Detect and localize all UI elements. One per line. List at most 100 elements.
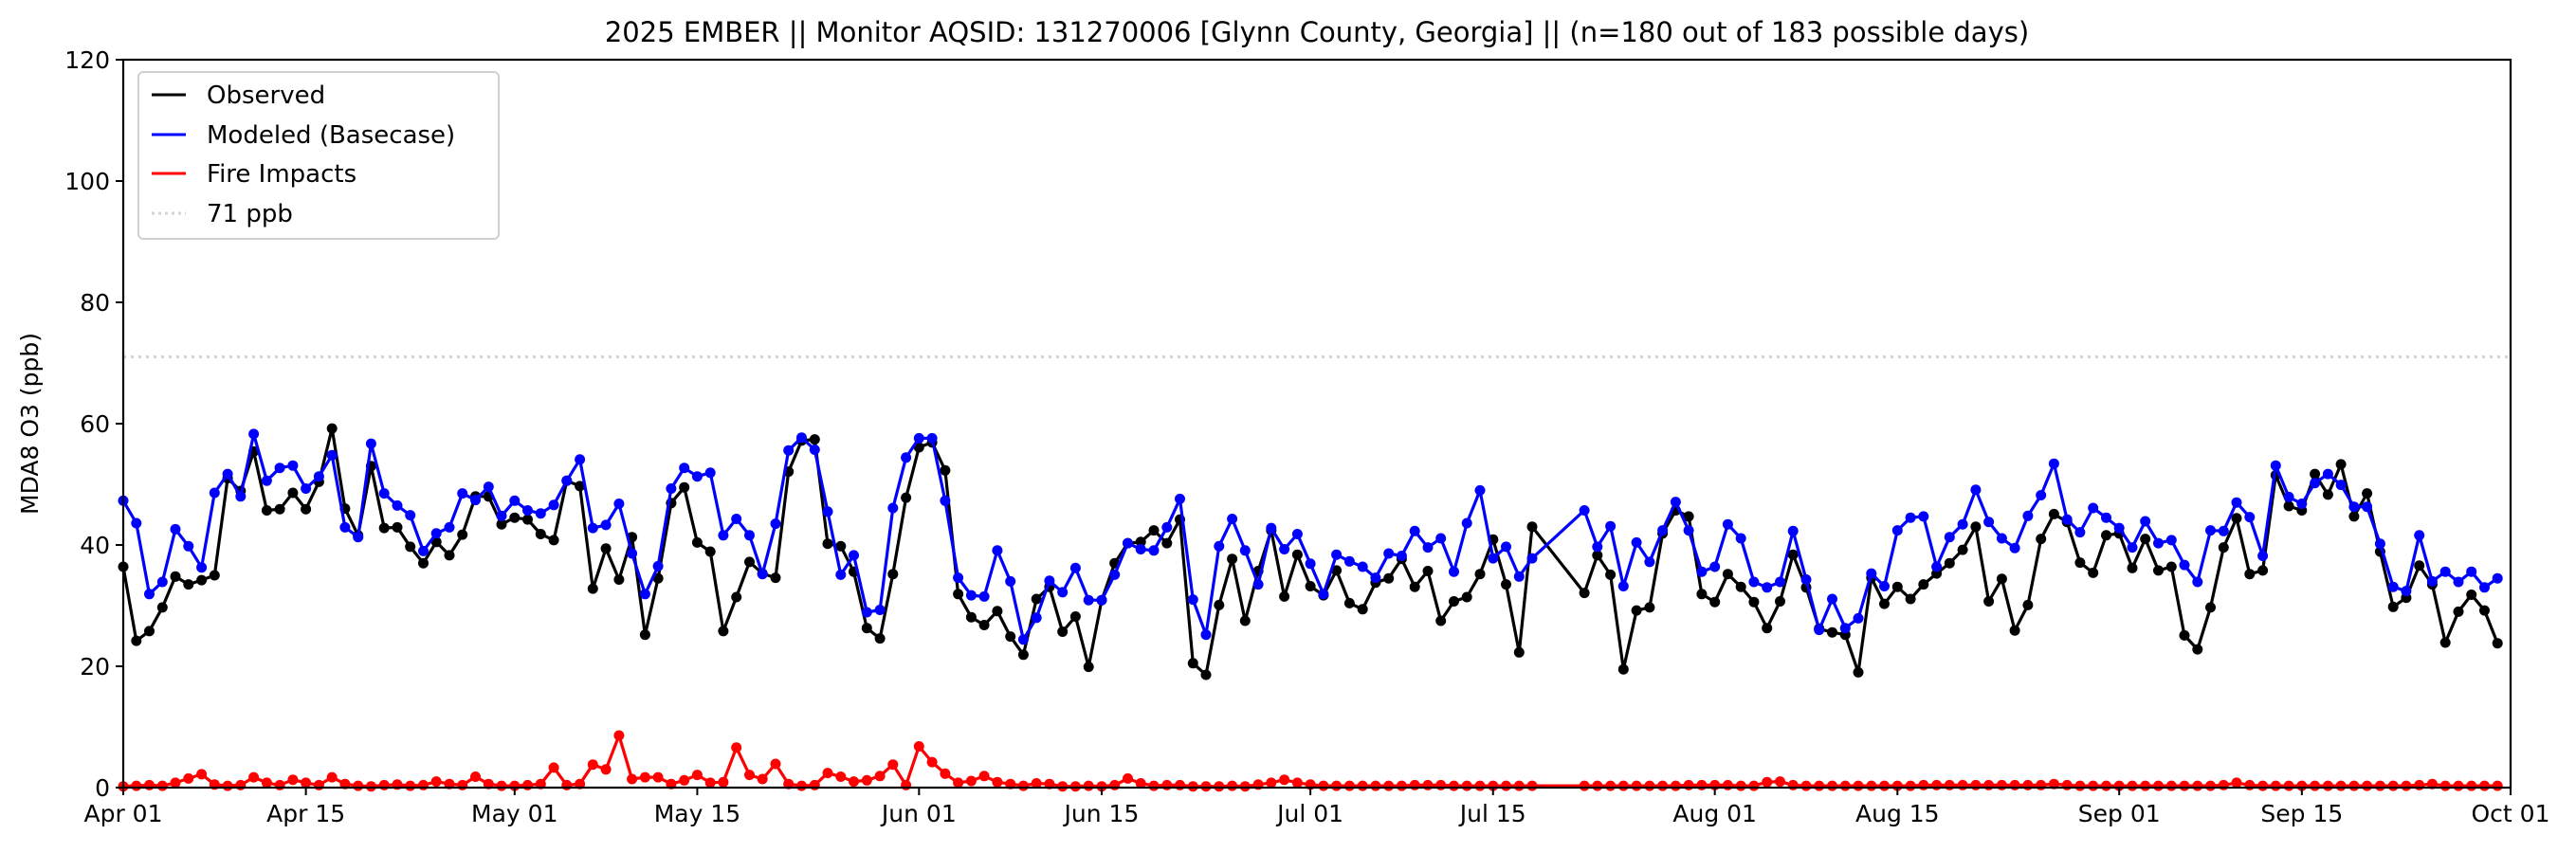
data-point-fire-impacts (1996, 779, 2007, 790)
data-point-fire-impacts (548, 762, 559, 773)
data-point-observed (2140, 534, 2151, 545)
x-tick-label: Jun 01 (880, 800, 957, 827)
data-point-modeled-basecase (2401, 586, 2412, 597)
data-point-modeled-basecase (2362, 501, 2373, 513)
data-point-observed (575, 481, 586, 492)
data-point-fire-impacts (2101, 780, 2111, 791)
data-point-fire-impacts (1526, 780, 1538, 791)
data-point-observed (2283, 500, 2294, 512)
data-point-fire-impacts (1318, 780, 1329, 791)
data-point-modeled-basecase (235, 491, 247, 502)
data-point-modeled-basecase (2205, 525, 2216, 536)
data-point-fire-impacts (1839, 780, 1851, 791)
data-point-observed (2362, 488, 2373, 499)
data-point-fire-impacts (1187, 781, 1198, 792)
data-point-fire-impacts (2348, 780, 2360, 791)
data-point-fire-impacts (2127, 780, 2138, 791)
x-tick-label: Sep 01 (2078, 800, 2161, 827)
data-point-modeled-basecase (405, 510, 416, 521)
x-tick-label: Jul 01 (1275, 800, 1343, 827)
data-point-fire-impacts (1148, 780, 1160, 791)
data-point-modeled-basecase (587, 522, 598, 534)
series-modeled-basecase (118, 428, 2503, 645)
data-point-modeled-basecase (1617, 581, 1629, 591)
data-point-observed (1748, 596, 1760, 608)
data-point-fire-impacts (744, 770, 755, 781)
data-point-modeled-basecase (1200, 629, 1212, 641)
data-point-observed (822, 538, 833, 550)
data-point-fire-impacts (1944, 779, 1955, 790)
data-point-observed (809, 434, 820, 445)
data-point-fire-impacts (913, 741, 924, 752)
data-point-fire-impacts (561, 779, 573, 790)
data-point-modeled-basecase (1722, 518, 1733, 530)
data-point-observed (1879, 598, 1890, 609)
data-point-fire-impacts (1422, 779, 1434, 790)
data-point-modeled-basecase (940, 495, 951, 506)
data-point-modeled-basecase (418, 545, 429, 556)
data-point-observed (679, 481, 690, 493)
data-point-fire-impacts (522, 779, 533, 790)
data-point-observed (522, 514, 533, 525)
data-point-modeled-basecase (704, 467, 716, 479)
data-point-observed (2036, 534, 2047, 545)
data-point-modeled-basecase (965, 590, 977, 601)
data-point-modeled-basecase (170, 523, 181, 535)
data-point-observed (509, 512, 521, 523)
data-point-observed (535, 529, 546, 539)
data-point-modeled-basecase (1996, 533, 2007, 544)
data-point-modeled-basecase (1331, 549, 1343, 560)
data-point-observed (2205, 602, 2216, 613)
data-point-fire-impacts (613, 730, 625, 741)
data-point-fire-impacts (1501, 780, 1511, 791)
data-point-fire-impacts (1775, 776, 1785, 788)
data-point-observed (861, 623, 872, 634)
data-point-modeled-basecase (2036, 490, 2047, 500)
data-point-observed (1291, 549, 1303, 560)
data-point-fire-impacts (2310, 780, 2321, 791)
data-point-modeled-basecase (2439, 566, 2451, 577)
data-point-modeled-basecase (1109, 569, 1121, 580)
data-point-fire-impacts (1735, 780, 1746, 791)
data-point-observed (901, 492, 912, 503)
data-point-observed (2492, 638, 2503, 649)
data-point-fire-impacts (1905, 780, 1916, 791)
data-point-fire-impacts (2205, 780, 2216, 791)
data-point-observed (1005, 631, 1016, 643)
data-point-fire-impacts (1343, 780, 1355, 791)
data-point-modeled-basecase (2048, 458, 2059, 469)
data-point-modeled-basecase (1318, 589, 1329, 600)
data-point-fire-impacts (2439, 780, 2451, 791)
data-point-modeled-basecase (666, 483, 677, 494)
data-point-fire-impacts (2362, 780, 2373, 791)
data-point-modeled-basecase (2140, 516, 2151, 527)
data-point-fire-impacts (1617, 780, 1629, 791)
data-point-fire-impacts (2179, 780, 2190, 791)
data-point-observed (2101, 530, 2111, 541)
data-point-fire-impacts (2270, 780, 2281, 791)
legend-label-observed: Observed (207, 82, 325, 110)
data-point-observed (2387, 601, 2399, 612)
data-point-modeled-basecase (600, 519, 612, 531)
data-point-modeled-basecase (301, 483, 312, 494)
data-point-modeled-basecase (1239, 545, 1251, 556)
data-point-modeled-basecase (1044, 575, 1055, 587)
data-point-fire-impacts (1331, 780, 1343, 791)
data-point-fire-impacts (627, 773, 638, 785)
data-point-modeled-basecase (1762, 582, 1773, 593)
data-point-fire-impacts (953, 777, 964, 789)
data-point-modeled-basecase (131, 517, 142, 529)
data-point-fire-impacts (2022, 779, 2034, 790)
data-point-modeled-basecase (992, 545, 1003, 556)
data-point-fire-impacts (418, 779, 429, 790)
data-point-modeled-basecase (1891, 525, 1903, 536)
data-point-modeled-basecase (392, 499, 403, 511)
data-point-modeled-basecase (1827, 593, 1837, 605)
data-point-modeled-basecase (1396, 551, 1407, 561)
data-point-modeled-basecase (2453, 576, 2464, 588)
data-point-observed (770, 572, 781, 584)
data-point-observed (1239, 615, 1251, 626)
data-point-fire-impacts (222, 780, 233, 791)
y-tick-label: 40 (80, 532, 110, 559)
data-point-fire-impacts (1096, 781, 1107, 792)
